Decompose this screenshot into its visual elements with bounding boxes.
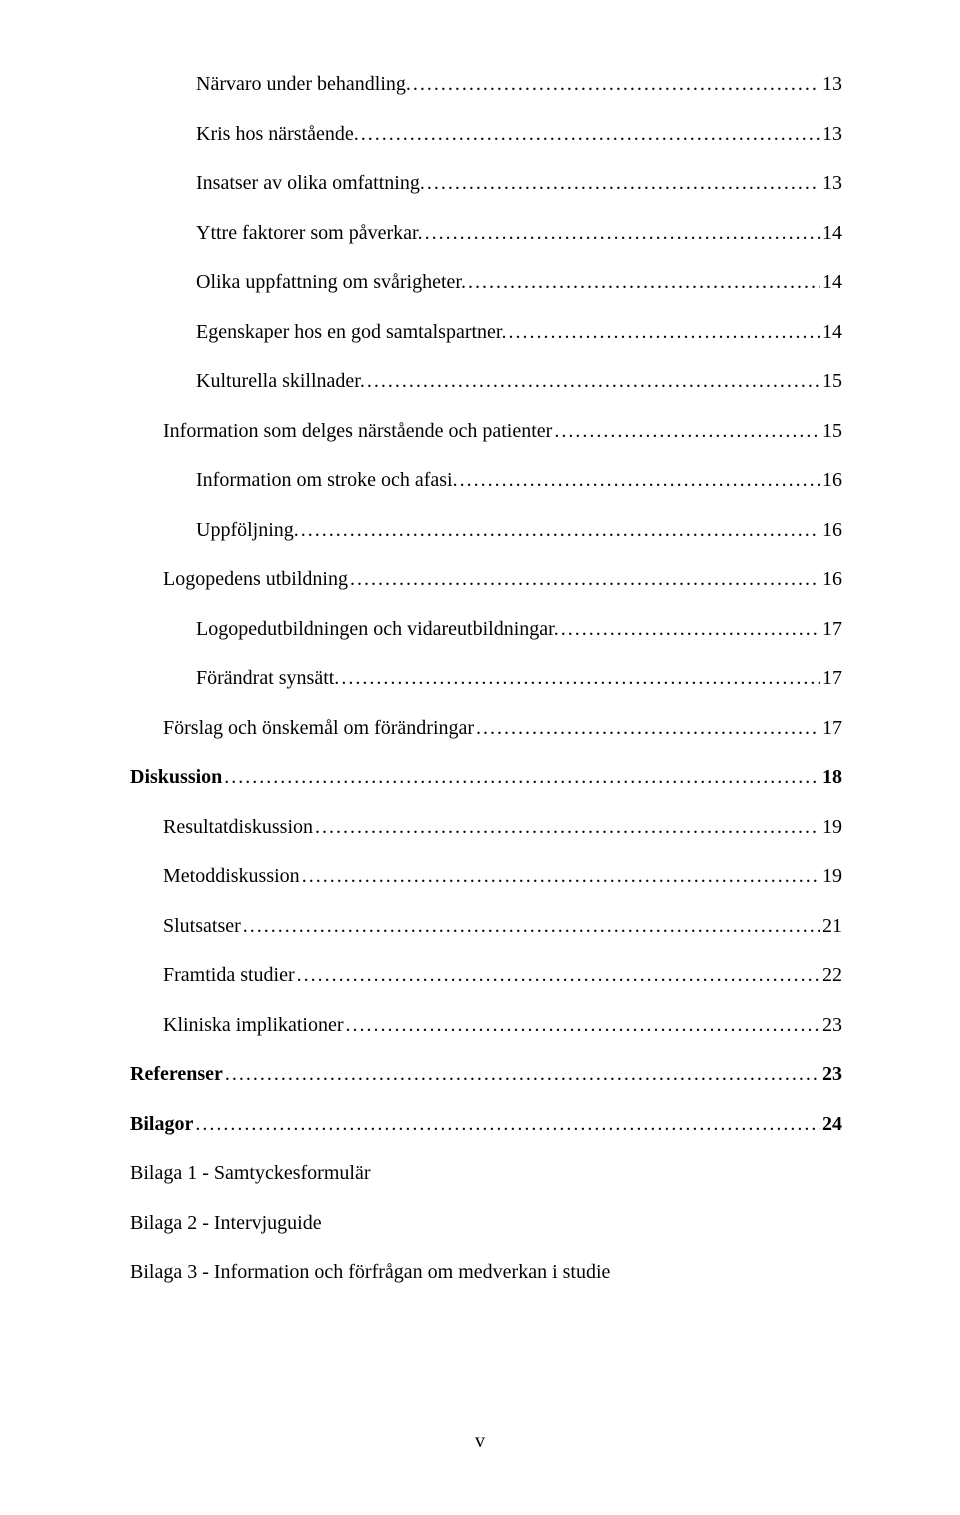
toc-entry-page: 17 (822, 716, 842, 740)
toc-leader-dots (243, 914, 820, 938)
toc-entry-page: 23 (822, 1062, 842, 1086)
toc-entry-page: 22 (822, 963, 842, 987)
toc-entry-label: Information om stroke och afasi. (196, 468, 458, 492)
toc-entry-page: 18 (822, 765, 842, 789)
toc-leader-dots (301, 518, 820, 542)
toc-entry-label: Logopedens utbildning (163, 567, 348, 591)
toc-leader-dots (225, 1062, 820, 1086)
toc-entry-label: Närvaro under behandling. (196, 72, 411, 96)
toc-entry: Information om stroke och afasi. 16 (130, 468, 842, 492)
toc-entry-label: Förslag och önskemål om förändringar (163, 716, 474, 740)
toc-entry-page: 14 (822, 320, 842, 344)
toc-leader-dots (224, 765, 820, 789)
toc-entry: Metoddiskussion 19 (130, 864, 842, 888)
toc-entry: Kulturella skillnader. 15 (130, 369, 842, 393)
toc-entry-page: 16 (822, 518, 842, 542)
toc-leader-dots (346, 1013, 820, 1037)
toc-entry-label: Insatser av olika omfattning. (196, 171, 425, 195)
toc-leader-dots (341, 666, 820, 690)
toc-entry-label: Metoddiskussion (163, 864, 300, 888)
toc-leader-dots (195, 1112, 820, 1136)
toc-entry: Slutsatser 21 (130, 914, 842, 938)
toc-leader-dots (297, 963, 820, 987)
toc-entry-label: Yttre faktorer som påverkar. (196, 221, 423, 245)
toc-entry: Kliniska implikationer 23 (130, 1013, 842, 1037)
toc-entry-page: 15 (822, 419, 842, 443)
toc-entry-label: Resultatdiskussion (163, 815, 313, 839)
toc-entry-page: 13 (822, 171, 842, 195)
toc-entry-page: 13 (822, 122, 842, 146)
toc-leader-dots (315, 815, 820, 839)
toc-entry: Egenskaper hos en god samtalspartner. 14 (130, 320, 842, 344)
toc-entry-page: 19 (822, 864, 842, 888)
toc-entry: Diskussion 18 (130, 765, 842, 789)
toc-entry: Kris hos närstående. 13 (130, 122, 842, 146)
page-number-footer: v (0, 1430, 960, 1453)
toc-entry-label: Slutsatser (163, 914, 241, 938)
toc-entry-page: 21 (822, 914, 842, 938)
toc-entry-page: 16 (822, 567, 842, 591)
toc-entry-page: 14 (822, 270, 842, 294)
toc-entry: Uppföljning. 16 (130, 518, 842, 542)
toc-entry-label: Olika uppfattning om svårigheter. (196, 270, 466, 294)
toc-entry: Resultatdiskussion 19 (130, 815, 842, 839)
toc-entry-page: 24 (822, 1112, 842, 1136)
toc-entry: Information som delges närstående och pa… (130, 419, 842, 443)
toc-leader-dots (460, 468, 820, 492)
toc-entry-page: 14 (822, 221, 842, 245)
toc-leader-dots (425, 221, 820, 245)
toc-entry-label: Information som delges närstående och pa… (163, 419, 552, 443)
appendix-line: Bilaga 3 - Information och förfrågan om … (130, 1260, 842, 1284)
toc-leader-dots (361, 122, 820, 146)
table-of-contents: Närvaro under behandling.13Kris hos närs… (130, 72, 842, 1284)
toc-entry-label: Logopedutbildningen och vidareutbildning… (196, 617, 559, 641)
toc-leader-dots (476, 716, 820, 740)
toc-entry-label: Förändrat synsätt. (196, 666, 339, 690)
toc-entry: Logopedens utbildning 16 (130, 567, 842, 591)
toc-entry: Förslag och önskemål om förändringar 17 (130, 716, 842, 740)
toc-entry-label: Kulturella skillnader. (196, 369, 365, 393)
toc-entry-label: Egenskaper hos en god samtalspartner. (196, 320, 506, 344)
toc-entry: Bilagor 24 (130, 1112, 842, 1136)
toc-entry: Insatser av olika omfattning. 13 (130, 171, 842, 195)
appendix-line: Bilaga 2 - Intervjuguide (130, 1211, 842, 1235)
toc-entry-label: Uppföljning. (196, 518, 299, 542)
toc-leader-dots (554, 419, 820, 443)
toc-entry-label: Kliniska implikationer (163, 1013, 344, 1037)
toc-entry: Olika uppfattning om svårigheter. 14 (130, 270, 842, 294)
toc-entry-page: 15 (822, 369, 842, 393)
appendix-line: Bilaga 1 - Samtyckesformulär (130, 1161, 842, 1185)
toc-entry-page: 13 (822, 72, 842, 96)
toc-entry-label: Kris hos närstående. (196, 122, 359, 146)
toc-leader-dots (367, 369, 820, 393)
toc-entry-label: Framtida studier (163, 963, 295, 987)
toc-leader-dots (561, 617, 820, 641)
toc-entry-page: 17 (822, 617, 842, 641)
toc-leader-dots (427, 171, 820, 195)
toc-leader-dots (508, 320, 820, 344)
toc-entry-page: 19 (822, 815, 842, 839)
toc-leader-dots (350, 567, 820, 591)
toc-entry-page: 16 (822, 468, 842, 492)
toc-entry-label: Referenser (130, 1062, 223, 1086)
toc-leader-dots (468, 270, 820, 294)
toc-entry: Förändrat synsätt. 17 (130, 666, 842, 690)
toc-entry: Yttre faktorer som påverkar. 14 (130, 221, 842, 245)
toc-entry: Framtida studier 22 (130, 963, 842, 987)
toc-entry: Referenser 23 (130, 1062, 842, 1086)
toc-leader-dots (413, 72, 820, 96)
toc-entry-page: 23 (822, 1013, 842, 1037)
toc-entry: Logopedutbildningen och vidareutbildning… (130, 617, 842, 641)
toc-entry-label: Diskussion (130, 765, 222, 789)
toc-leader-dots (302, 864, 820, 888)
toc-entry-label: Bilagor (130, 1112, 193, 1136)
toc-entry: Närvaro under behandling. 13 (130, 72, 842, 96)
toc-entry-page: 17 (822, 666, 842, 690)
